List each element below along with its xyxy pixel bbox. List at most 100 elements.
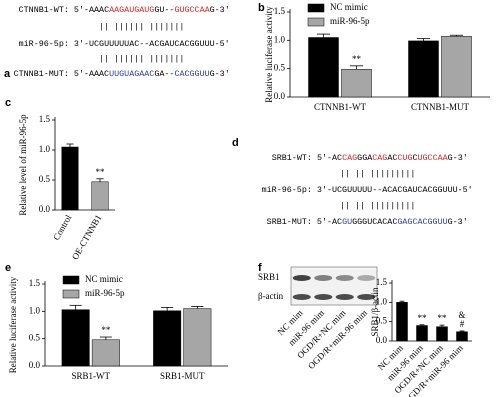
bar	[183, 308, 212, 367]
y-tick-label: 0.0	[376, 335, 388, 345]
sequence-segment: || || |||||||||	[340, 169, 415, 179]
blot-row-label: SRB1	[258, 272, 280, 282]
blot-band	[314, 294, 333, 300]
sequence-segment: SRB1-WT: 5'-AC	[272, 153, 342, 163]
y-axis-label: Relative level of miR-96-5p	[18, 114, 28, 216]
panel-label: c	[5, 97, 11, 109]
y-tick-label: 0.5	[29, 333, 41, 343]
pairing-line: || |||||| |||||||	[99, 54, 184, 64]
sequence-segment: GAG	[397, 217, 412, 227]
legend-swatch	[62, 289, 80, 299]
y-axis-label: SRB1/β-actin	[370, 287, 380, 337]
y-tick-label: 1.0	[376, 296, 388, 306]
y-tick-label: 1.5	[29, 278, 41, 288]
blot-band	[335, 275, 354, 281]
y-tick-label: 1.5	[274, 6, 286, 16]
sequence-segment: GU--	[154, 5, 174, 15]
sequence-segment: || |||||| |||||||	[99, 54, 184, 64]
y-tick-label: 0.0	[274, 91, 286, 101]
x-tick-label: CTNNB1-MUT	[411, 102, 470, 112]
legend-label: NC mimic	[85, 274, 123, 284]
sequence-segment: CAG	[372, 153, 387, 163]
sequence-segment: AC	[387, 153, 397, 163]
sequence-segment: GA--	[154, 69, 174, 79]
sequence-segment: SRB1-MUT: 5'-AC	[267, 217, 342, 227]
y-tick-label: 1.5	[39, 114, 51, 124]
sequence-segment: G-3'	[210, 5, 230, 15]
sequence-line: CTNNB1-WT: 5'-AAACAAGAUGAUGGU--GUGCCAAG-…	[19, 5, 230, 15]
error-bar	[419, 324, 425, 326]
y-axis-label: Relative luciferase activity	[264, 6, 274, 103]
panel-label: d	[232, 137, 239, 149]
blot-band	[357, 275, 376, 281]
y-tick-label: 0.5	[39, 174, 51, 184]
sequence-line: CTNNB1-MUT: 5'-AAACUUGUAGAACGA--CACGGUUG…	[14, 69, 230, 79]
panel-label: a	[4, 68, 11, 80]
sequence-segment: G-3'	[210, 69, 230, 79]
bar	[308, 37, 339, 98]
blot-band	[357, 294, 376, 300]
bar	[456, 331, 468, 342]
bar	[408, 40, 439, 98]
sequence-segment: || || |||||||||	[340, 201, 415, 211]
bar	[436, 326, 448, 342]
legend-label: miR-96-5p	[85, 288, 125, 298]
panel-label: b	[258, 2, 265, 14]
y-tick-label: 1.0	[39, 144, 51, 154]
bar	[61, 309, 90, 367]
error-bar	[349, 65, 364, 70]
error-bar	[161, 307, 174, 311]
sequence-segment: CAG	[342, 153, 357, 163]
sequence-segment: UUGUAGAAC	[109, 69, 154, 79]
bar	[61, 146, 79, 211]
error-bar	[449, 34, 464, 37]
error-bar	[439, 324, 445, 327]
sequence-line: SRB1-MUT: 5'-ACGUGGGUCACACGAGCACGGUUG-3'	[267, 217, 468, 227]
sequence-segment: GU	[342, 217, 352, 227]
y-axis-label: Relative luciferase activity	[8, 276, 18, 373]
error-bar	[316, 33, 331, 38]
y-tick-label: 0.5	[376, 316, 388, 326]
x-tick-label: Control	[51, 213, 74, 242]
sequence-segment: CTNNB1-WT: 5'-AAAC	[19, 5, 109, 15]
sequence-segment: AAGAUGAUG	[109, 5, 154, 15]
sequence-segment: GUGCCAA	[174, 5, 210, 15]
error-bar	[96, 178, 104, 182]
bar	[416, 325, 428, 342]
y-tick-label: 1.0	[274, 34, 286, 44]
blot-row-label: β-actin	[258, 291, 284, 301]
bar	[91, 339, 120, 367]
sequence-segment: CTNNB1-MUT: 5'-AAAC	[14, 69, 110, 79]
error-bar	[191, 306, 204, 309]
error-bar	[66, 143, 74, 147]
error-bar	[416, 38, 431, 41]
sequence-segment: || |||||| |||||||	[99, 22, 184, 32]
sequence-segment: G-3'	[448, 217, 468, 227]
sequence-segment: UGCCAA	[418, 153, 449, 163]
legend-swatch	[307, 17, 325, 27]
blot-band	[335, 294, 354, 300]
pairing-line: || |||||| |||||||	[99, 22, 184, 32]
bar	[441, 36, 472, 98]
bar	[91, 181, 109, 211]
significance-mark: **	[101, 325, 111, 335]
sequence-segment: GGA	[357, 153, 373, 163]
sequence-segment: CACGGUU	[412, 217, 447, 227]
error-bar	[399, 300, 405, 303]
significance-mark: **	[96, 167, 106, 177]
legend-swatch	[307, 3, 325, 13]
sequence-line: miR-96-5p: 3'-UCGUUUUU--ACACGAUCACGGUUU-…	[262, 185, 473, 195]
sequence-segment: GGGUCACAC	[352, 217, 397, 227]
sequence-line: miR-96-5p: 3'-UCGUUUUUAC--ACGAUCACGGUUU-…	[19, 39, 230, 49]
bar	[341, 68, 372, 98]
significance-mark: **	[352, 54, 362, 64]
x-tick-label: SRB1-MUT	[160, 371, 205, 381]
error-bar	[99, 336, 112, 340]
bar	[153, 310, 182, 367]
y-tick-label: 0.5	[274, 63, 286, 73]
legend-label: miR-96-5p	[330, 16, 370, 26]
error-bar	[69, 304, 82, 310]
x-tick-label: CTNNB1-WT	[314, 102, 366, 112]
blot-band	[292, 275, 311, 281]
